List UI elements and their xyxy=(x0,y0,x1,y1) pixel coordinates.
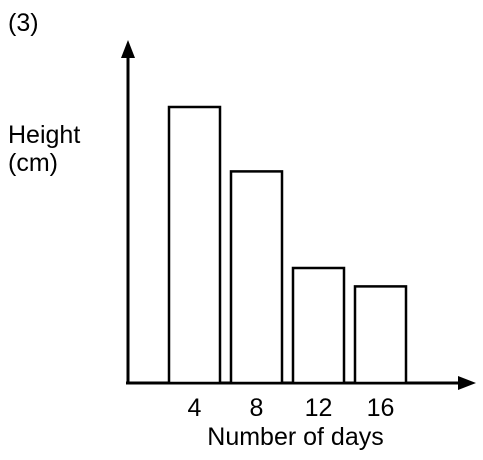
bar-8 xyxy=(229,170,284,385)
y-axis-label-line-1: Height xyxy=(8,121,81,149)
y-axis-label: Height (cm) xyxy=(8,121,81,177)
x-tick-labels: 4 8 12 16 xyxy=(188,394,395,422)
bar-12 xyxy=(291,266,346,385)
bar-4 xyxy=(167,105,222,385)
x-tick-label-16: 16 xyxy=(367,394,395,422)
x-tick-label-4: 4 xyxy=(188,394,202,422)
question-number: (3) xyxy=(8,9,39,37)
x-tick-label-12: 12 xyxy=(305,394,333,422)
x-axis-label: Number of days xyxy=(207,423,384,451)
x-tick-label-8: 8 xyxy=(250,394,264,422)
x-axis-arrow xyxy=(458,376,476,390)
y-axis-label-line-2: (cm) xyxy=(8,148,58,177)
bars xyxy=(167,105,408,385)
y-axis-arrow xyxy=(121,40,135,58)
bar-16 xyxy=(353,285,408,385)
